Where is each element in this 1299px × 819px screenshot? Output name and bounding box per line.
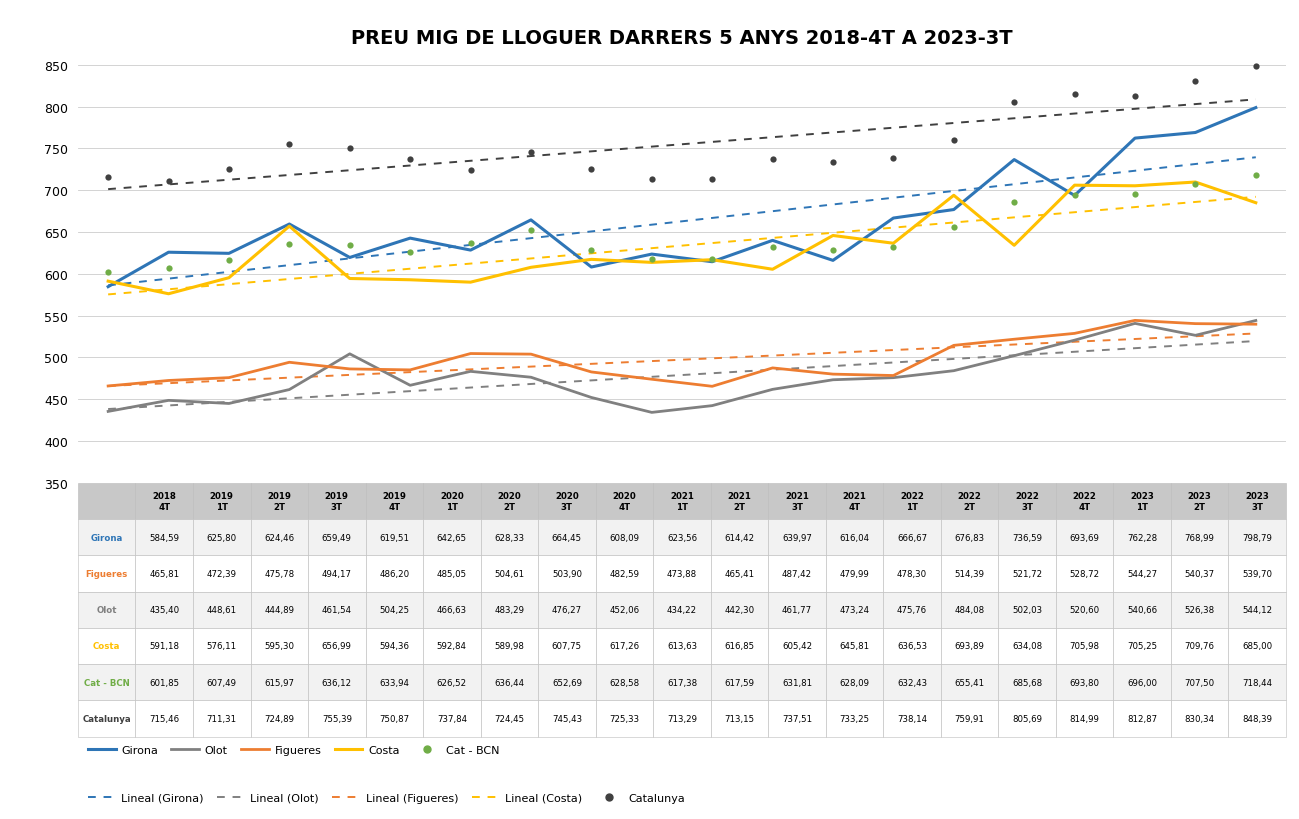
Title: PREU MIG DE LLOGUER DARRERS 5 ANYS 2018-4T A 2023-3T: PREU MIG DE LLOGUER DARRERS 5 ANYS 2018-… <box>351 29 1013 48</box>
Legend: Lineal (Girona), Lineal (Olot), Lineal (Figueres), Lineal (Costa), Catalunya: Lineal (Girona), Lineal (Olot), Lineal (… <box>83 789 690 808</box>
